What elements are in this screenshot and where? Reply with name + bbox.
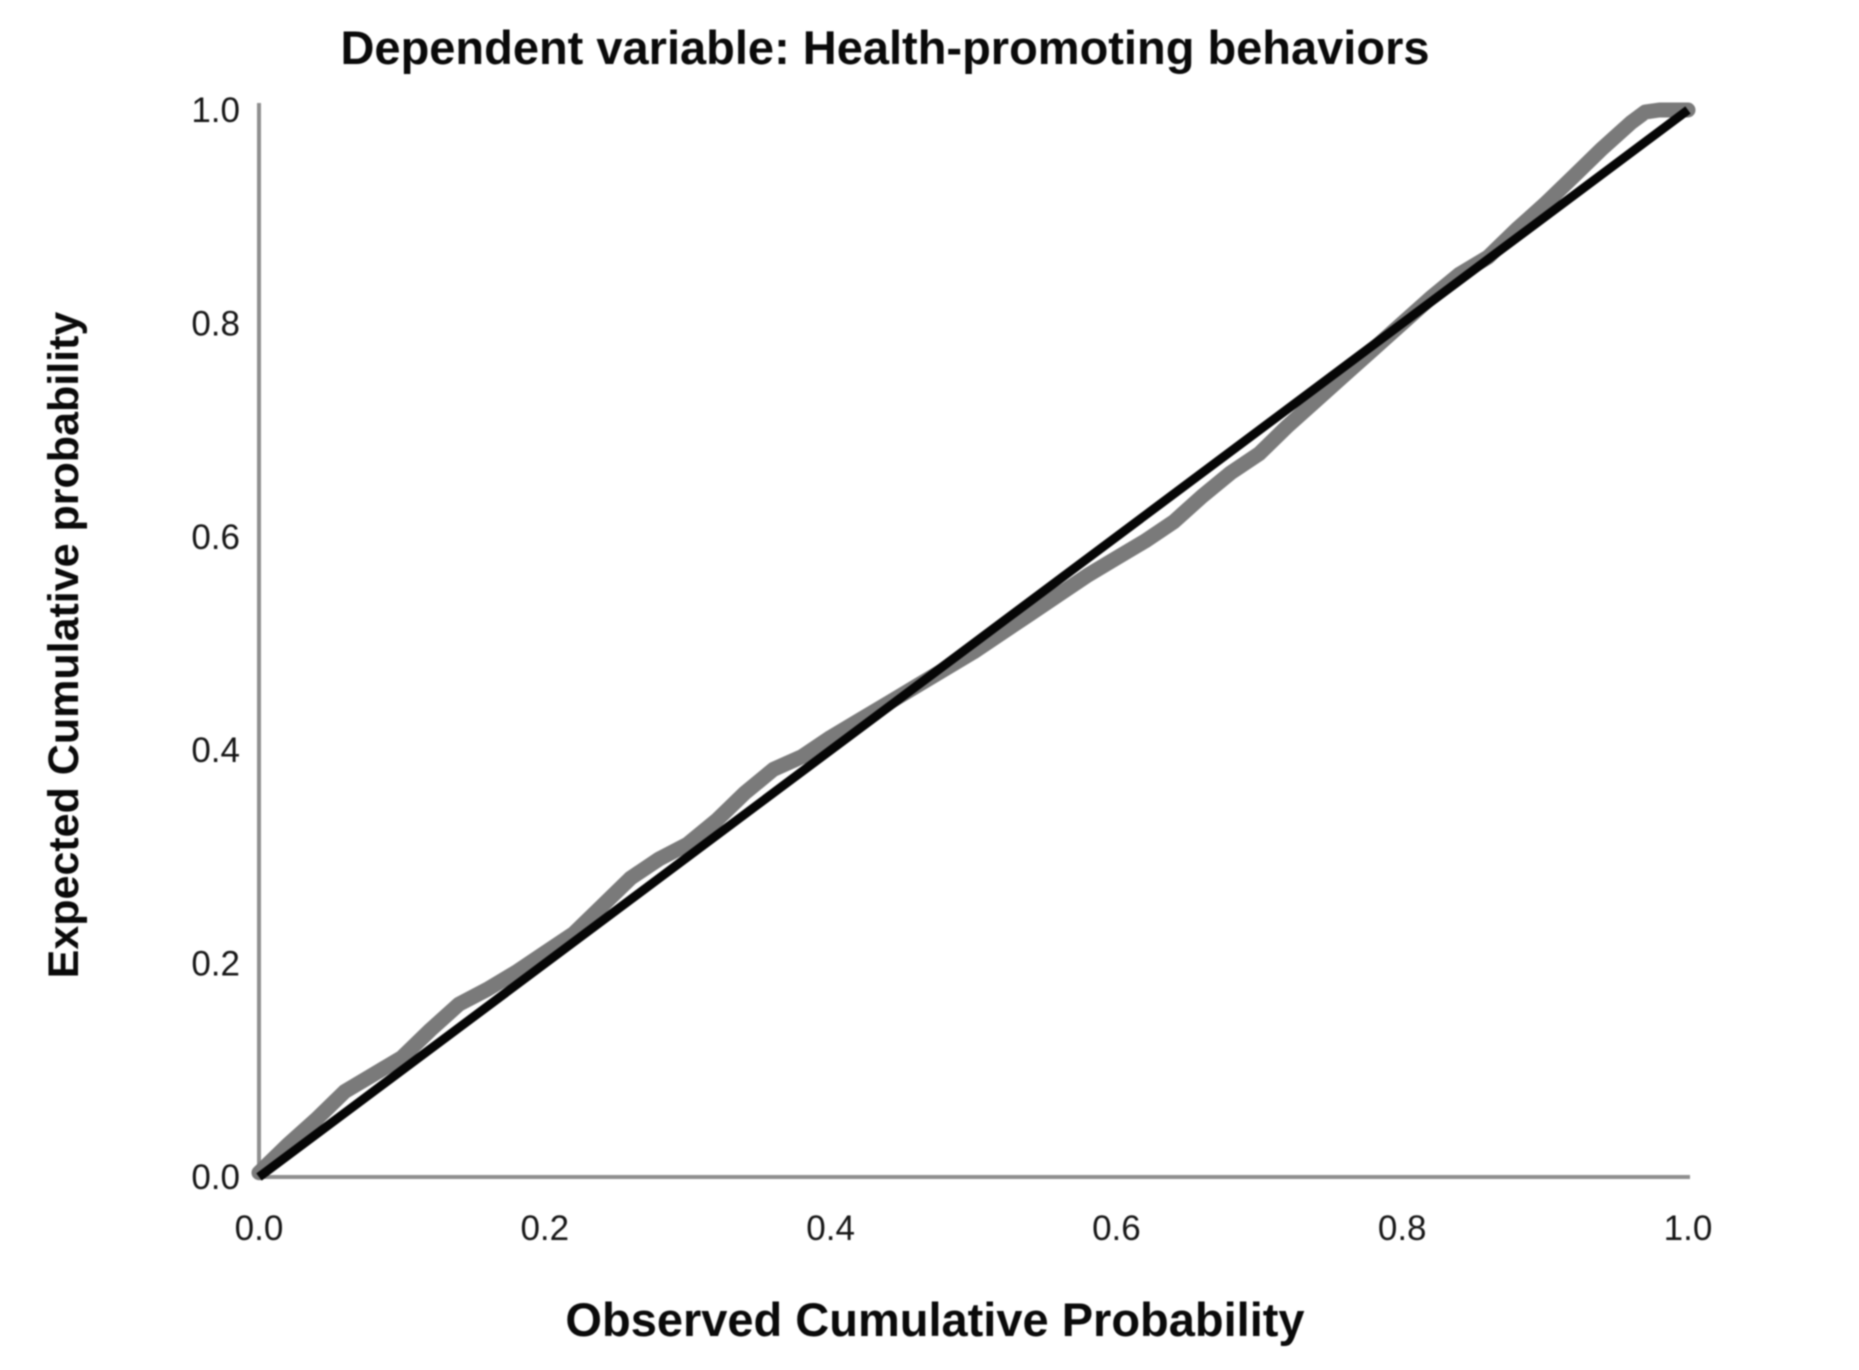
x-tick-label: 0.2 (520, 1209, 569, 1248)
y-tick-label: 1.0 (191, 91, 240, 130)
y-axis-tick-labels: 0.0 0.2 0.4 0.6 0.8 1.0 (191, 91, 240, 1197)
y-tick-label: 0.4 (191, 731, 240, 770)
x-axis-tick-labels: 0.0 0.2 0.4 0.6 0.8 1.0 (235, 1209, 1713, 1248)
y-tick-label: 0.6 (191, 518, 240, 557)
x-tick-label: 0.0 (235, 1209, 284, 1248)
x-tick-label: 0.8 (1378, 1209, 1427, 1248)
x-tick-label: 0.4 (806, 1209, 855, 1248)
chart-title: Dependent variable: Health-promoting beh… (340, 21, 1429, 74)
x-tick-label: 0.6 (1092, 1209, 1141, 1248)
reference-diagonal-line (256, 106, 1691, 1181)
x-axis-label: Observed Cumulative Probability (565, 1293, 1304, 1346)
y-tick-label: 0.2 (191, 945, 240, 984)
y-tick-label: 0.0 (191, 1158, 240, 1197)
x-tick-label: 1.0 (1664, 1209, 1713, 1248)
y-axis-label: Expected Cumulative probability (40, 312, 88, 979)
y-tick-label: 0.8 (191, 304, 240, 343)
